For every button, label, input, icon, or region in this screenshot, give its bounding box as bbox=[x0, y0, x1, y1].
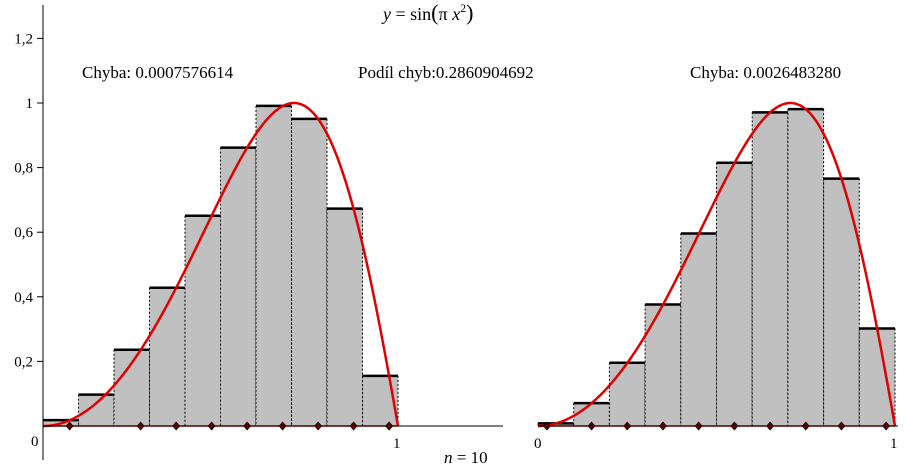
left-sum-tag-point-2 bbox=[136, 421, 145, 431]
left-sum-bar-9 bbox=[327, 208, 363, 426]
right-sum-tag-point-4 bbox=[659, 421, 667, 431]
right-sum-tag-point-8 bbox=[801, 421, 810, 431]
title-x: x bbox=[451, 4, 460, 24]
bars-layer bbox=[42, 104, 896, 427]
right-sum-bar-3 bbox=[609, 362, 646, 426]
y-tick-label-2: 0,4 bbox=[14, 290, 33, 306]
y-tick-label-4: 0,8 bbox=[14, 161, 33, 177]
title-exp: 2 bbox=[460, 1, 466, 15]
left-sum-bar-7 bbox=[256, 105, 292, 427]
title-lhs: y bbox=[381, 4, 391, 24]
title-close: ) bbox=[466, 0, 473, 25]
title-open: ( bbox=[431, 0, 438, 25]
left-sum-tag-point-6 bbox=[278, 421, 287, 431]
left-sum-bar-6 bbox=[220, 147, 256, 426]
x-tick-right-zero: 0 bbox=[534, 436, 542, 452]
left-sum-tag-point-7 bbox=[314, 421, 323, 431]
left-sum-tag-point-5 bbox=[243, 421, 252, 431]
right-sum-bar-5 bbox=[680, 233, 717, 426]
right-sum-tag-point-9 bbox=[837, 421, 846, 431]
n-caption: n = 10 bbox=[444, 448, 488, 466]
right-sum-bar-7 bbox=[752, 112, 788, 426]
y-tick-label-1: 0,2 bbox=[14, 354, 33, 370]
y-tick-label-6: 1,2 bbox=[14, 31, 33, 47]
right-sum-tag-point-5 bbox=[694, 421, 703, 431]
n-caption-var: n bbox=[444, 448, 453, 466]
error-ratio-label: Podíl chyb:0.2860904692 bbox=[358, 63, 534, 82]
right-sum-tag-point-7 bbox=[766, 421, 774, 431]
left-sum-tag-point-1 bbox=[65, 421, 74, 431]
x-tick-left-zero: 0 bbox=[31, 434, 39, 450]
left-sum-tag-point-8 bbox=[349, 421, 358, 431]
right-sum-tag-point-6 bbox=[730, 421, 739, 431]
right-sum-bar-8 bbox=[787, 109, 824, 427]
right-sum-tag-point-2 bbox=[587, 421, 596, 431]
right-sum-bar-6 bbox=[716, 162, 753, 426]
left-sum-bar-4 bbox=[149, 287, 185, 426]
left-sum-tag-point-4 bbox=[207, 421, 216, 431]
left-sum-bar-10 bbox=[362, 375, 398, 426]
right-sum-tag-point-3 bbox=[623, 421, 632, 431]
left-sum-curve bbox=[42, 101, 400, 428]
left-sum-bar-8 bbox=[291, 118, 327, 427]
n-caption-eq: = 10 bbox=[453, 448, 488, 466]
error-right-label: Chyba: 0.0026483280 bbox=[690, 63, 841, 82]
left-sum-bar-5 bbox=[185, 215, 221, 426]
y-ticks-layer: 0,2 0,4 0,6 0,8 1 1,2 bbox=[14, 31, 43, 370]
title-pi: π bbox=[439, 4, 453, 24]
right-sum-bar-4 bbox=[645, 304, 681, 426]
left-sum-bar-2 bbox=[78, 394, 114, 426]
error-left-label: Chyba: 0.0007576614 bbox=[82, 63, 234, 82]
chart-title: y = sin(π x2) bbox=[381, 0, 473, 25]
x-tick-right-one: 1 bbox=[890, 436, 898, 452]
title-eq: = sin bbox=[391, 4, 431, 24]
right-sum-bar-9 bbox=[823, 178, 860, 426]
x-tick-left-one: 1 bbox=[393, 436, 401, 452]
left-sum-tag-point-3 bbox=[172, 421, 181, 431]
left-sum-tag-point-10 bbox=[385, 421, 394, 431]
right-sum-tag-point-1 bbox=[543, 421, 551, 431]
y-tick-label-5: 1 bbox=[26, 96, 34, 112]
right-sum-curve bbox=[537, 101, 897, 428]
right-sum-tag-point-10 bbox=[882, 421, 890, 431]
tag-points-layer bbox=[65, 421, 890, 431]
y-tick-label-3: 0,6 bbox=[14, 225, 33, 241]
right-sum-bar-10 bbox=[859, 328, 895, 426]
